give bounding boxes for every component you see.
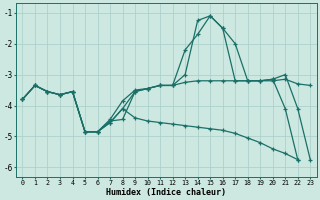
X-axis label: Humidex (Indice chaleur): Humidex (Indice chaleur) [106,188,226,197]
